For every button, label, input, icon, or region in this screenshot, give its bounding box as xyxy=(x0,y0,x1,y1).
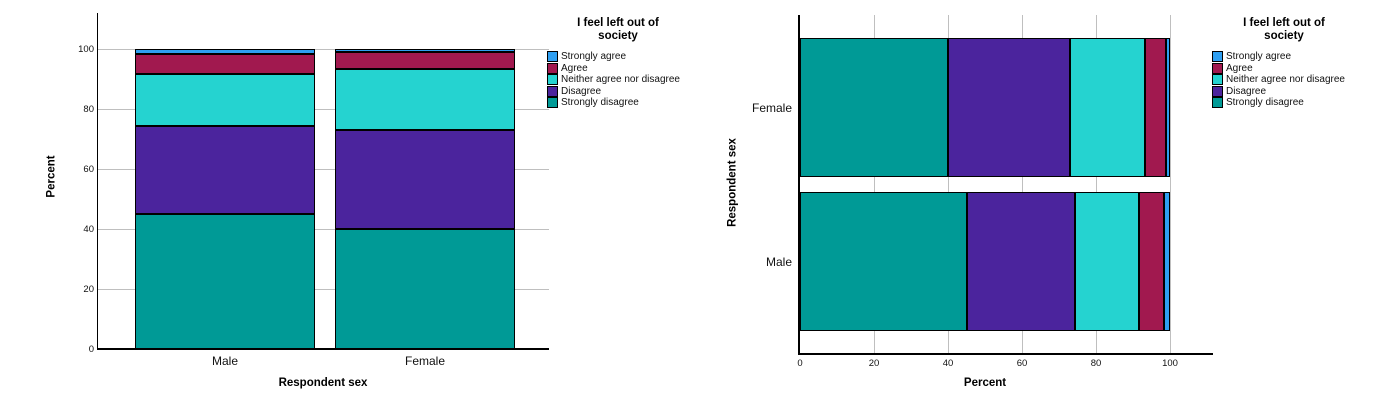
legend-swatch-neither-agree-nor-disagree-icon xyxy=(547,74,558,86)
gridline-100 xyxy=(98,49,549,50)
legend-label: Agree xyxy=(561,62,588,74)
legend-swatch-disagree-icon xyxy=(547,85,558,97)
y-tick-label-60: 60 xyxy=(83,164,94,175)
bar-segment-male-agree xyxy=(1139,192,1165,331)
gridline-40 xyxy=(98,229,549,230)
x-tick-label-20: 20 xyxy=(868,358,880,369)
right-chart-y-axis-title: Respondent sex xyxy=(726,138,739,227)
y-tick-label-40: 40 xyxy=(83,224,94,235)
bar-segment-male-strongly-disagree xyxy=(135,214,315,349)
bar-segment-female-strongly-agree xyxy=(335,49,515,52)
gridline-60 xyxy=(1022,15,1023,353)
legend-swatch-strongly-agree-icon xyxy=(547,51,558,63)
bar-segment-female-strongly-disagree xyxy=(800,38,948,177)
bar-segment-female-strongly-agree xyxy=(1166,38,1170,177)
gridline-80 xyxy=(98,109,549,110)
bar-segment-male-disagree xyxy=(966,192,1075,331)
bar-segment-female-agree xyxy=(1145,38,1167,177)
y-tick-label-80: 80 xyxy=(83,104,94,115)
legend-entry-agree: Agree xyxy=(547,62,680,75)
legend-entry-agree: Agree xyxy=(1212,62,1345,75)
left-legend-title: I feel left out of society xyxy=(577,17,659,42)
left-chart-y-axis-title: Percent xyxy=(45,155,58,198)
legend-entry-strongly-agree: Strongly agree xyxy=(1212,51,1345,63)
legend-entry-disagree: Disagree xyxy=(547,85,680,98)
x-tick-label-80: 80 xyxy=(1090,358,1102,369)
y-tick-label-100: 100 xyxy=(78,44,94,55)
bar-segment-male-agree xyxy=(135,53,315,74)
bar-segment-female-neither-agree-nor-disagree xyxy=(1070,38,1146,177)
bar-segment-female-disagree xyxy=(335,130,515,229)
gridline-20 xyxy=(98,289,549,290)
legend-swatch-agree-icon xyxy=(547,62,558,74)
y-tick-label-0: 0 xyxy=(88,344,94,355)
right-chart-x-axis-title: Percent xyxy=(963,377,1007,389)
legend-entry-strongly-disagree: Strongly disagree xyxy=(1212,97,1345,109)
x-tick-label-40: 40 xyxy=(942,358,954,369)
bar-segment-female-agree xyxy=(335,52,515,70)
left-chart-x-axis-title: Respondent sex xyxy=(278,377,368,389)
bar-segment-male-strongly-disagree xyxy=(800,192,967,331)
y-tick-label-20: 20 xyxy=(83,284,94,295)
legend-label: Disagree xyxy=(561,85,602,97)
bar-segment-male-strongly-agree xyxy=(135,49,315,54)
legend-label: Disagree xyxy=(1226,85,1267,97)
legend-label: Neither agree nor disagree xyxy=(561,74,680,86)
legend-swatch-strongly-disagree-icon xyxy=(1212,97,1223,109)
left-chart-y-axis-line xyxy=(97,13,98,350)
left-chart-x-axis-line xyxy=(97,348,549,350)
legend-entry-strongly-disagree: Strongly disagree xyxy=(547,97,680,109)
x-category-label-male: Male xyxy=(211,354,238,368)
legend-label: Neither agree nor disagree xyxy=(1226,74,1345,86)
legend-swatch-strongly-disagree-icon xyxy=(547,97,558,109)
right-chart-x-axis-line xyxy=(798,353,1213,355)
legend-entry-neither-agree-nor-disagree: Neither agree nor disagree xyxy=(547,74,680,86)
legend-entry-neither-agree-nor-disagree: Neither agree nor disagree xyxy=(1212,74,1345,86)
legend-label: Strongly disagree xyxy=(561,97,639,109)
bar-segment-male-strongly-agree xyxy=(1164,192,1170,331)
bar-segment-male-neither-agree-nor-disagree xyxy=(135,73,315,127)
gridline-80 xyxy=(1096,15,1097,353)
legend-swatch-neither-agree-nor-disagree-icon xyxy=(1212,74,1223,86)
right-legend: Strongly agree Agree Neither agree nor dis… xyxy=(1212,51,1345,109)
gridline-20 xyxy=(874,15,875,353)
right-legend-title: I feel left out of society xyxy=(1243,17,1325,42)
gridline-60 xyxy=(98,169,549,170)
x-tick-label-0: 0 xyxy=(797,358,803,369)
legend-label: Strongly agree xyxy=(1226,51,1292,63)
right-chart-y-axis-line xyxy=(798,15,800,355)
legend-label: Strongly agree xyxy=(561,51,627,63)
y-category-label-female: Female xyxy=(751,100,792,115)
gridline-100 xyxy=(1170,15,1171,353)
y-category-label-male: Male xyxy=(765,254,792,269)
legend-swatch-disagree-icon xyxy=(1212,85,1223,97)
legend-entry-disagree: Disagree xyxy=(1212,85,1345,98)
legend-label: Agree xyxy=(1226,62,1253,74)
bar-segment-female-strongly-disagree xyxy=(335,229,515,349)
legend-label: Strongly disagree xyxy=(1226,97,1304,109)
x-tick-label-60: 60 xyxy=(1016,358,1028,369)
bar-segment-male-neither-agree-nor-disagree xyxy=(1074,192,1140,331)
bar-segment-male-disagree xyxy=(135,126,315,214)
gridline-40 xyxy=(948,15,949,353)
bar-segment-female-disagree xyxy=(948,38,1071,177)
legend-swatch-agree-icon xyxy=(1212,62,1223,74)
x-category-label-female: Female xyxy=(404,354,445,368)
bar-segment-female-neither-agree-nor-disagree xyxy=(335,69,515,130)
legend-swatch-strongly-agree-icon xyxy=(1212,51,1223,63)
legend-entry-strongly-agree: Strongly agree xyxy=(547,51,680,63)
left-legend: Strongly agree Agree Neither agree nor dis… xyxy=(547,51,680,109)
x-tick-label-100: 100 xyxy=(1162,358,1178,369)
